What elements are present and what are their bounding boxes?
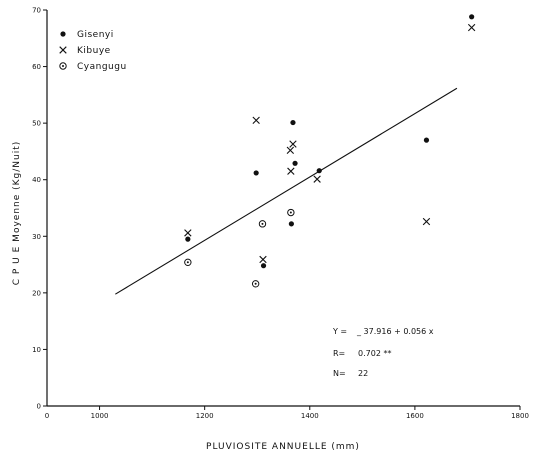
n-value: 22 bbox=[358, 369, 368, 378]
point-cyangugu bbox=[258, 220, 267, 228]
y-ticks: 0 10 20 30 40 50 60 70 bbox=[32, 7, 47, 411]
point-kibuye bbox=[422, 217, 431, 226]
y-tick-label: 60 bbox=[32, 63, 41, 71]
legend: Gisenyi Kibuye Cyangugu bbox=[59, 30, 127, 72]
point-gisenyi bbox=[260, 263, 267, 269]
legend-marker-gisenyi bbox=[60, 31, 66, 37]
point-kibuye bbox=[252, 116, 260, 125]
point-kibuye bbox=[289, 140, 297, 148]
y-tick-label: 10 bbox=[32, 346, 41, 354]
r-label: R= bbox=[333, 349, 345, 358]
legend-marker-kibuye bbox=[59, 46, 67, 54]
point-gisenyi bbox=[185, 236, 191, 242]
origin-label: 0 bbox=[45, 412, 49, 420]
point-gisenyi bbox=[253, 170, 259, 176]
legend-label-gisenyi: Gisenyi bbox=[77, 30, 114, 40]
x-tick-label: 1400 bbox=[301, 412, 319, 420]
r-value: 0.702 ** bbox=[358, 349, 391, 358]
y-tick-label: 20 bbox=[32, 289, 41, 297]
point-cyangugu bbox=[251, 280, 260, 288]
point-kibuye bbox=[259, 255, 267, 264]
y-tick-label: 0 bbox=[37, 403, 41, 411]
y-tick-label: 30 bbox=[32, 233, 41, 241]
equation-label: Y = bbox=[332, 327, 347, 336]
axes bbox=[46, 10, 520, 407]
y-tick-label: 50 bbox=[32, 120, 41, 128]
regression-line bbox=[115, 87, 458, 295]
point-kibuye bbox=[286, 146, 295, 154]
point-gisenyi bbox=[469, 14, 475, 20]
point-cyangugu bbox=[287, 208, 295, 217]
x-tick-label: 1600 bbox=[406, 412, 424, 420]
x-tick-label: 1000 bbox=[91, 412, 109, 420]
point-gisenyi bbox=[292, 160, 298, 166]
x-tick-label: 1200 bbox=[196, 412, 214, 420]
point-kibuye bbox=[467, 23, 476, 32]
regression-annotation: Y = _ 37.916 + 0.056 x R= 0.702 ** N= 22 bbox=[332, 327, 434, 378]
legend-label-cyangugu: Cyangugu bbox=[77, 62, 127, 72]
point-kibuye bbox=[313, 175, 321, 183]
data-points bbox=[184, 14, 476, 288]
point-gisenyi bbox=[423, 137, 430, 143]
point-kibuye bbox=[287, 167, 295, 175]
point-kibuye bbox=[184, 229, 192, 237]
x-ticks: 1000 1200 1400 1600 1800 bbox=[91, 406, 529, 420]
y-tick-label: 70 bbox=[32, 7, 41, 15]
point-gisenyi bbox=[288, 221, 294, 227]
equation-value: _ 37.916 + 0.056 x bbox=[356, 327, 434, 336]
legend-marker-cyangugu bbox=[59, 62, 67, 70]
legend-label-kibuye: Kibuye bbox=[77, 46, 111, 56]
point-cyangugu bbox=[184, 258, 192, 267]
x-axis-title: PLUVIOSITE ANNUELLE (mm) bbox=[206, 442, 360, 452]
point-gisenyi bbox=[316, 168, 322, 174]
n-label: N= bbox=[333, 369, 346, 378]
y-tick-label: 40 bbox=[32, 176, 41, 184]
point-gisenyi bbox=[290, 119, 296, 126]
x-tick-label: 1800 bbox=[511, 412, 529, 420]
y-axis-title: C P U E Moyenne (Kg/Nuit) bbox=[12, 141, 22, 286]
